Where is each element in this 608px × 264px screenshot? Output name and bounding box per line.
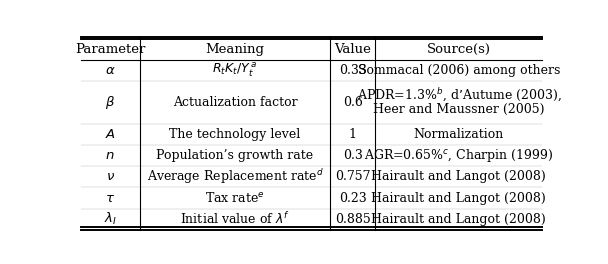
Text: Heer and Maussner (2005): Heer and Maussner (2005)	[373, 103, 545, 116]
Text: 0.757: 0.757	[335, 170, 371, 183]
Text: $\beta$: $\beta$	[105, 94, 115, 111]
Text: Value: Value	[334, 43, 371, 56]
Text: Meaning: Meaning	[206, 43, 264, 56]
Text: Source(s): Source(s)	[427, 43, 491, 56]
Text: 0.33: 0.33	[339, 64, 367, 77]
Text: $\tau$: $\tau$	[105, 192, 115, 205]
Text: AGR=0.65%$^c$, Charpin (1999): AGR=0.65%$^c$, Charpin (1999)	[364, 147, 554, 164]
Text: 0.3: 0.3	[343, 149, 363, 162]
Text: $\lambda_I$: $\lambda_I$	[104, 211, 117, 227]
Text: Initial value of $\lambda^f$: Initial value of $\lambda^f$	[180, 211, 290, 227]
Text: Parameter: Parameter	[75, 43, 145, 56]
Text: Actualization factor: Actualization factor	[173, 96, 297, 109]
Text: $\nu$: $\nu$	[106, 170, 115, 183]
Text: Normalization: Normalization	[413, 128, 504, 141]
Text: $\alpha$: $\alpha$	[105, 64, 116, 77]
Text: 0.6: 0.6	[343, 96, 363, 109]
Text: Sommacal (2006) among others: Sommacal (2006) among others	[358, 64, 560, 77]
Text: 0.23: 0.23	[339, 192, 367, 205]
Text: Hairault and Langot (2008): Hairault and Langot (2008)	[371, 192, 546, 205]
Text: Average Replacement rate$^d$: Average Replacement rate$^d$	[147, 167, 323, 186]
Text: $n$: $n$	[105, 149, 115, 162]
Text: The technology level: The technology level	[170, 128, 300, 141]
Text: $A$: $A$	[105, 128, 116, 141]
Text: 1: 1	[349, 128, 357, 141]
Text: Hairault and Langot (2008): Hairault and Langot (2008)	[371, 170, 546, 183]
Text: Hairault and Langot (2008): Hairault and Langot (2008)	[371, 213, 546, 226]
Text: Population’s growth rate: Population’s growth rate	[156, 149, 314, 162]
Text: Tax rate$^e$: Tax rate$^e$	[205, 191, 265, 205]
Text: APDR=1.3%$^b$, d’Autume (2003),: APDR=1.3%$^b$, d’Autume (2003),	[356, 87, 561, 104]
Text: $R_tK_t/Y_t^{\,a}$: $R_tK_t/Y_t^{\,a}$	[212, 62, 258, 79]
Text: 0.885: 0.885	[335, 213, 371, 226]
